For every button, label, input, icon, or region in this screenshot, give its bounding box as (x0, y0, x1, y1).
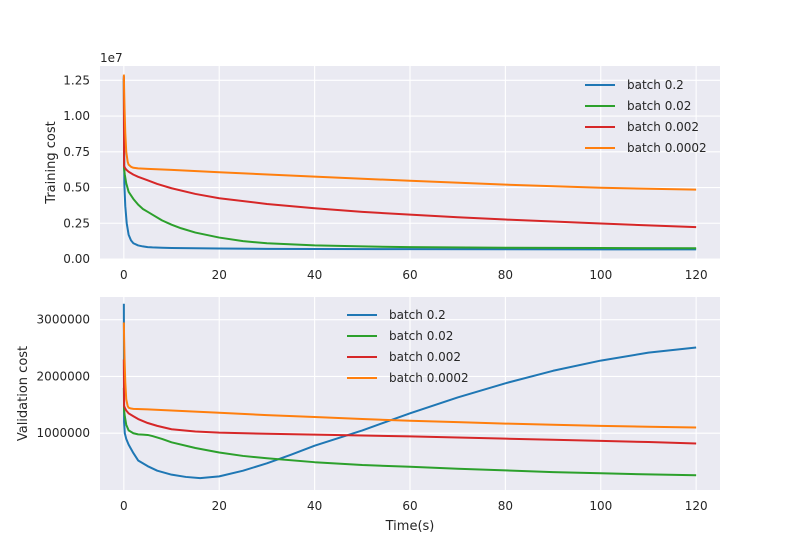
series-line-batch-0-002 (122, 359, 697, 445)
y-tick-label: 2000000 (37, 369, 90, 383)
legend: batch 0.2 batch 0.02 batch 0.002 batch 0.00… (585, 78, 707, 155)
x-tick-label: 0 (120, 499, 128, 513)
y-axis-label: Training cost (44, 121, 59, 204)
x-tick-label: 0 (120, 268, 128, 282)
x-tick-label: 80 (498, 268, 513, 282)
series-line-batch-0-0002 (122, 74, 697, 191)
legend-label-batch-0-0002: batch 0.0002 (627, 141, 707, 155)
series-group (122, 74, 697, 251)
legend-label-batch-0-2: batch 0.2 (627, 78, 684, 92)
x-tick-label: 100 (589, 268, 612, 282)
y-tick-label: 0.00 (63, 252, 90, 266)
series-group (122, 303, 697, 480)
legend-label-batch-0-002: batch 0.002 (627, 120, 699, 134)
y-tick-label: 1.00 (63, 109, 90, 123)
x-tick-label: 20 (212, 499, 227, 513)
x-tick-label: 40 (307, 268, 322, 282)
series-line-batch-0-02 (122, 78, 697, 250)
x-axis-label: Time(s) (385, 519, 435, 534)
y-axis-multiplier: 1e7 (100, 51, 123, 65)
x-tick-label: 40 (307, 499, 322, 513)
legend-label-batch-0-02: batch 0.02 (627, 99, 691, 113)
legend-label-batch-0-02: batch 0.02 (389, 329, 453, 343)
legend-label-batch-0-2: batch 0.2 (389, 308, 446, 322)
legend: batch 0.2 batch 0.02 batch 0.002 batch 0.00… (347, 308, 469, 385)
x-tick-label: 80 (498, 499, 513, 513)
y-tick-label: 1.25 (63, 73, 90, 87)
series-line-batch-0-0002 (122, 322, 697, 429)
series-line-batch-0-02 (122, 387, 697, 477)
series-line-batch-0-002 (122, 77, 697, 229)
x-tick-label: 20 (212, 268, 227, 282)
y-axis-label: Validation cost (16, 346, 31, 441)
validation-cost-axes: 0 20 40 60 80 100 120 1000000 2000000 3000000 Vali… (16, 297, 720, 513)
y-tick-label: 3000000 (37, 313, 90, 327)
series-line-batch-0-2 (122, 303, 697, 480)
x-tick-label: 60 (402, 268, 417, 282)
x-tick-label: 60 (402, 499, 417, 513)
legend-label-batch-0-0002: batch 0.0002 (389, 371, 469, 385)
training-cost-axes: 0 20 40 60 80 100 120 0.00 0.25 0.50 0.75 1.00 1.25 T… (44, 51, 720, 282)
legend-label-batch-0-002: batch 0.002 (389, 350, 461, 364)
y-tick-label: 0.25 (63, 216, 90, 230)
y-tick-label: 1000000 (37, 426, 90, 440)
x-tick-label: 120 (685, 499, 708, 513)
x-tick-label: 120 (685, 268, 708, 282)
y-tick-label: 0.75 (63, 145, 90, 159)
x-tick-label: 100 (589, 499, 612, 513)
series-line-batch-0-2 (122, 76, 697, 251)
y-tick-label: 0.50 (63, 181, 90, 195)
